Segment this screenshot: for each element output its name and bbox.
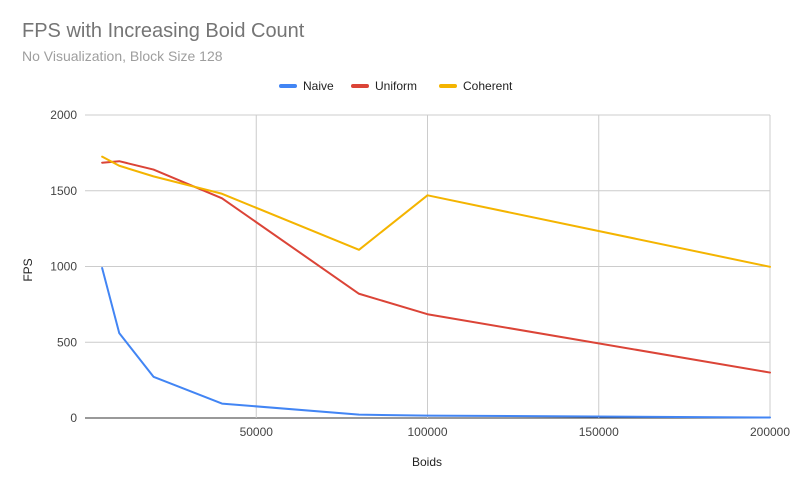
legend: Naive Uniform Coherent [279, 79, 513, 93]
legend-label-uniform: Uniform [375, 79, 417, 93]
series-line-naive [101, 267, 771, 419]
legend-label-naive: Naive [303, 79, 334, 93]
y-tick-label: 2000 [50, 108, 77, 122]
x-tick-label: 150000 [579, 425, 619, 439]
gridlines [85, 114, 771, 419]
x-tick-label: 200000 [750, 425, 790, 439]
series-line-uniform [101, 160, 771, 374]
series-lines [101, 155, 771, 419]
x-tick-label: 100000 [407, 425, 447, 439]
y-axis-ticks: 0 500 1000 1500 2000 [50, 108, 77, 425]
x-axis-title: Boids [412, 455, 442, 469]
y-tick-label: 500 [57, 335, 77, 349]
y-tick-label: 1500 [50, 184, 77, 198]
series-line-coherent [101, 155, 771, 268]
legend-label-coherent: Coherent [463, 79, 513, 93]
y-axis-title: FPS [21, 258, 35, 281]
y-tick-label: 1000 [50, 260, 77, 274]
chart-title: FPS with Increasing Boid Count [22, 20, 305, 42]
x-tick-label: 50000 [240, 425, 274, 439]
chart-subtitle: No Visualization, Block Size 128 [22, 48, 223, 64]
x-axis-ticks: 50000 100000 150000 200000 [240, 425, 791, 439]
y-tick-label: 0 [70, 411, 77, 425]
